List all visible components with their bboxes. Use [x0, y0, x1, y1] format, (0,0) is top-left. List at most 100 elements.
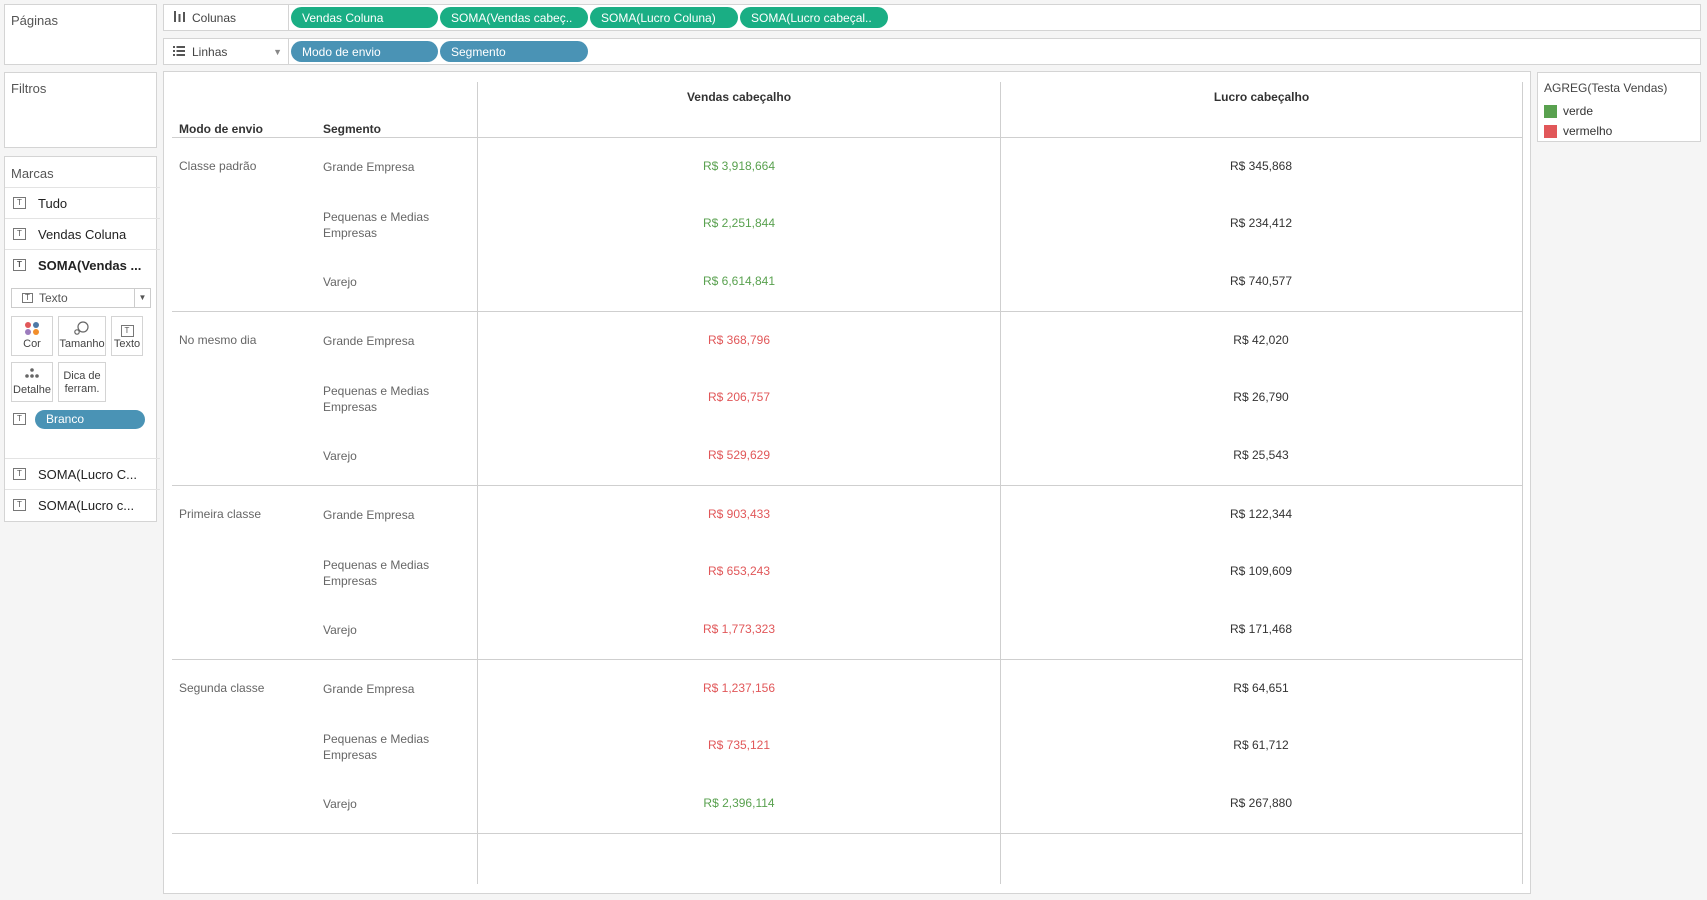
- text-mark-icon: T: [13, 228, 26, 240]
- segment-cell[interactable]: Grande Empresa: [323, 682, 415, 696]
- profit-value[interactable]: R$ 26,790: [1233, 390, 1289, 404]
- sales-value[interactable]: R$ 1,237,156: [702, 681, 776, 695]
- marks-field-row: T Branco: [13, 409, 153, 429]
- filters-title: Filtros: [11, 81, 47, 96]
- size-icon: [59, 321, 105, 338]
- marks-item-label: Vendas Coluna: [38, 226, 127, 242]
- sales-value[interactable]: R$ 529,629: [707, 448, 771, 462]
- text-mark-icon: T: [13, 413, 26, 425]
- columns-shelf[interactable]: Colunas Vendas Coluna SOMA(Vendas cabeç.…: [163, 4, 1701, 31]
- column-header-vendas[interactable]: Vendas cabeçalho: [686, 90, 792, 104]
- marks-item-label: SOMA(Vendas ...: [38, 257, 142, 273]
- detail-icon: [12, 367, 52, 384]
- mode-cell[interactable]: Segunda classe: [179, 681, 265, 695]
- legend-label: vermelho: [1563, 124, 1613, 138]
- detail-button-label: Detalhe: [13, 384, 51, 396]
- pages-title: Páginas: [11, 13, 58, 28]
- color-button[interactable]: Cor: [11, 316, 53, 356]
- profit-value[interactable]: R$ 42,020: [1233, 333, 1289, 347]
- segment-cell[interactable]: Pequenas e Medias Empresas: [323, 558, 430, 588]
- mark-type-dropdown[interactable]: T Texto ▼: [11, 288, 151, 308]
- sales-value[interactable]: R$ 1,773,323: [702, 622, 776, 636]
- filters-card[interactable]: Filtros: [4, 72, 157, 148]
- text-icon: T: [112, 321, 142, 338]
- text-mark-icon: T: [13, 499, 26, 511]
- segment-cell[interactable]: Varejo: [323, 797, 357, 811]
- sales-value[interactable]: R$ 2,251,844: [702, 216, 776, 230]
- columns-pill-vendas-coluna[interactable]: Vendas Coluna: [291, 7, 438, 28]
- pages-card[interactable]: Páginas: [4, 4, 157, 65]
- columns-pill-soma-lucro-coluna[interactable]: SOMA(Lucro Coluna): [590, 7, 738, 28]
- segment-cell[interactable]: Varejo: [323, 623, 357, 637]
- segment-cell[interactable]: Grande Empresa: [323, 160, 415, 174]
- legend-item[interactable]: vermelho: [1538, 121, 1700, 141]
- mode-cell[interactable]: No mesmo dia: [179, 333, 257, 347]
- mark-type-value: Texto: [39, 291, 68, 305]
- segment-cell[interactable]: Grande Empresa: [323, 508, 415, 522]
- sales-value[interactable]: R$ 3,918,664: [702, 159, 776, 173]
- sales-value[interactable]: R$ 735,121: [707, 738, 771, 752]
- marks-item-soma-lucro-coluna[interactable]: T SOMA(Lucro C...: [5, 458, 160, 489]
- profit-value[interactable]: R$ 109,609: [1229, 564, 1293, 578]
- chevron-down-icon[interactable]: ▼: [273, 46, 282, 57]
- rows-pill-modo-de-envio[interactable]: Modo de envio: [291, 41, 438, 62]
- sales-value[interactable]: R$ 2,396,114: [703, 796, 775, 810]
- segment-cell[interactable]: Varejo: [323, 275, 357, 289]
- size-button[interactable]: Tamanho: [58, 316, 106, 356]
- columns-pill-soma-lucro-cabecalho[interactable]: SOMA(Lucro cabeçal..: [740, 7, 888, 28]
- marks-item-label: SOMA(Lucro c...: [38, 497, 135, 513]
- legend-title: AGREG(Testa Vendas): [1544, 81, 1668, 95]
- rows-shelf[interactable]: Linhas ▼ Modo de envio Segmento: [163, 38, 1701, 65]
- profit-value[interactable]: R$ 234,412: [1229, 216, 1293, 230]
- marks-item-all[interactable]: T Tudo: [5, 187, 160, 218]
- tooltip-button-label-2: ferram.: [64, 383, 100, 395]
- chevron-down-icon: ▼: [134, 289, 150, 307]
- columns-icon: [172, 10, 186, 25]
- segment-cell[interactable]: Varejo: [323, 449, 357, 463]
- color-button-label: Cor: [23, 338, 41, 350]
- rows-icon: [172, 45, 186, 59]
- text-mark-icon: T: [13, 197, 26, 209]
- profit-value[interactable]: R$ 25,543: [1233, 448, 1289, 462]
- mode-cell[interactable]: Primeira classe: [179, 507, 262, 521]
- sales-value[interactable]: R$ 206,757: [707, 390, 771, 404]
- column-header-lucro[interactable]: Lucro cabeçalho: [1213, 90, 1310, 104]
- color-dots-icon: [12, 321, 52, 338]
- marks-title: Marcas: [11, 166, 54, 181]
- text-button-label: Texto: [113, 338, 141, 350]
- marks-item-soma-lucro-cabecalho[interactable]: T SOMA(Lucro c...: [5, 489, 160, 520]
- color-legend[interactable]: AGREG(Testa Vendas) verde vermelho: [1537, 72, 1701, 142]
- legend-item[interactable]: verde: [1538, 101, 1700, 121]
- text-mark-icon: T: [22, 293, 33, 303]
- profit-value[interactable]: R$ 740,577: [1229, 274, 1293, 288]
- rows-pill-segmento[interactable]: Segmento: [440, 41, 588, 62]
- sales-value[interactable]: R$ 368,796: [707, 333, 771, 347]
- profit-value[interactable]: R$ 171,468: [1229, 622, 1293, 636]
- columns-pill-soma-vendas-cabecalho[interactable]: SOMA(Vendas cabeç..: [440, 7, 588, 28]
- text-button[interactable]: T Texto: [111, 316, 143, 356]
- marks-item-vendas-coluna[interactable]: T Vendas Coluna: [5, 218, 160, 249]
- sales-value[interactable]: R$ 903,433: [707, 507, 771, 521]
- profit-value[interactable]: R$ 64,651: [1233, 681, 1289, 695]
- profit-value[interactable]: R$ 122,344: [1229, 507, 1293, 521]
- sales-value[interactable]: R$ 6,614,841: [702, 274, 776, 288]
- detail-button[interactable]: Detalhe: [11, 362, 53, 402]
- crosstab-view[interactable]: Modo de envio Segmento Vendas cabeçalho …: [163, 71, 1531, 894]
- branco-field-pill[interactable]: Branco: [35, 409, 145, 429]
- segment-cell[interactable]: Pequenas e Medias Empresas: [323, 732, 430, 762]
- row-header-modo-de-envio[interactable]: Modo de envio: [179, 122, 263, 136]
- segment-cell[interactable]: Pequenas e Medias Empresas: [323, 384, 430, 414]
- segment-cell[interactable]: Grande Empresa: [323, 334, 415, 348]
- marks-item-soma-vendas[interactable]: T SOMA(Vendas ...: [5, 249, 160, 280]
- row-header-segmento[interactable]: Segmento: [323, 122, 382, 136]
- size-button-label: Tamanho: [59, 338, 105, 350]
- segment-cell[interactable]: Pequenas e Medias Empresas: [323, 210, 430, 240]
- marks-item-label: SOMA(Lucro C...: [38, 466, 137, 482]
- profit-value[interactable]: R$ 345,868: [1229, 159, 1293, 173]
- profit-value[interactable]: R$ 267,880: [1229, 796, 1293, 810]
- mode-cell[interactable]: Classe padrão: [179, 159, 257, 173]
- tooltip-button[interactable]: Dica de ferram.: [58, 362, 106, 402]
- legend-swatch: [1544, 104, 1557, 118]
- sales-value[interactable]: R$ 653,243: [707, 564, 771, 578]
- profit-value[interactable]: R$ 61,712: [1233, 738, 1289, 752]
